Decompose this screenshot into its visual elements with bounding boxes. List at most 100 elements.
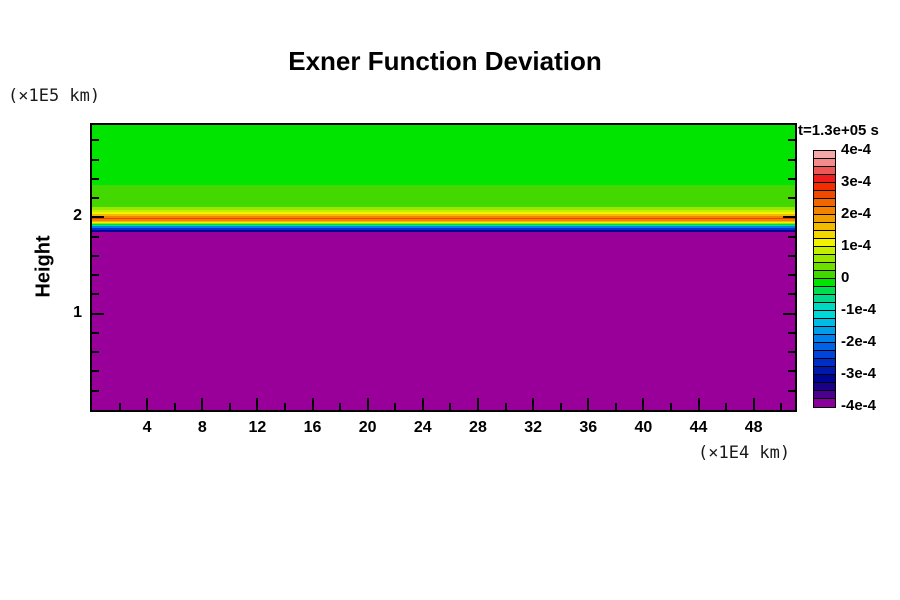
colorbar-segment — [814, 327, 835, 335]
x-tick-label: 32 — [524, 419, 542, 436]
x-axis-tick — [532, 398, 535, 410]
y-axis-tick — [783, 312, 795, 315]
y-axis-tick — [92, 331, 99, 334]
heatmap-band — [92, 229, 795, 232]
colorbar-segment — [814, 151, 835, 159]
heatmap-band — [92, 184, 795, 207]
x-axis-tick — [311, 398, 314, 410]
colorbar-segment — [814, 167, 835, 175]
axis-ticks-layer — [92, 125, 795, 410]
x-axis-tick — [504, 403, 507, 410]
y-axis-tick — [788, 254, 795, 257]
heatmap-band — [92, 125, 795, 185]
colorbar-segment — [814, 287, 835, 295]
y-axis-tick — [788, 331, 795, 334]
y-axis-tick — [788, 293, 795, 296]
colorbar-segment — [814, 223, 835, 231]
x-axis-unit-label: (×1E4 km) — [698, 443, 791, 463]
colorbar-segment — [814, 279, 835, 287]
colorbar-segment — [814, 231, 835, 239]
heatmap-band — [92, 222, 795, 224]
heatmap-band — [92, 231, 795, 410]
y-axis-tick — [788, 351, 795, 354]
x-tick-label: 16 — [303, 419, 322, 436]
x-axis-tick — [614, 403, 617, 410]
x-axis-tick — [283, 403, 286, 410]
y-axis-tick — [92, 235, 99, 238]
colorbar-segment — [814, 271, 835, 279]
y-axis-unit-label: (×1E5 km) — [8, 86, 101, 106]
colorbar-label: 2e-4 — [841, 205, 872, 222]
colorbar-segment — [814, 343, 835, 351]
x-axis-tick — [118, 403, 121, 410]
y-axis-tick — [92, 293, 99, 296]
x-axis-tick — [228, 403, 231, 410]
x-tick-label: 36 — [579, 419, 598, 436]
y-axis-title: Height — [32, 235, 55, 298]
x-axis-tick — [587, 398, 590, 410]
colorbar-label: -4e-4 — [841, 397, 877, 414]
y-axis-tick — [92, 274, 99, 277]
colorbar — [813, 150, 836, 408]
colorbar-label: 0 — [841, 269, 850, 286]
colorbar-segment — [814, 255, 835, 263]
x-axis-tick — [752, 398, 755, 410]
x-tick-label: 20 — [358, 419, 377, 436]
x-axis-tick — [339, 403, 342, 410]
heatmap-band — [92, 226, 795, 229]
x-axis-tick — [642, 398, 645, 410]
heatmap-band — [92, 209, 795, 212]
x-tick-label: 24 — [413, 419, 432, 436]
y-axis-tick — [92, 139, 99, 142]
heatmap-band — [92, 213, 795, 216]
y-axis-tick — [788, 158, 795, 161]
y-axis-tick — [788, 139, 795, 142]
chart-title: Exner Function Deviation — [288, 46, 602, 76]
colorbar-segment — [814, 199, 835, 207]
x-axis-tick — [669, 403, 672, 410]
y-axis-tick — [788, 274, 795, 277]
x-tick-label: 44 — [689, 419, 708, 436]
x-axis-tick — [366, 398, 369, 410]
x-axis-tick — [173, 403, 176, 410]
colorbar-segment — [814, 351, 835, 359]
colorbar-segment — [814, 263, 835, 271]
x-axis-tick — [725, 403, 728, 410]
x-tick-label: 4 — [142, 419, 152, 436]
colorbar-segment — [814, 311, 835, 319]
y-axis-tick — [788, 389, 795, 392]
colorbar-segment — [814, 207, 835, 215]
x-axis-tick — [201, 398, 204, 410]
y-axis-tick — [788, 370, 795, 373]
colorbar-label: 3e-4 — [841, 173, 872, 190]
colorbar-segment — [814, 303, 835, 311]
x-tick-label: 28 — [469, 419, 487, 436]
heatmap-band — [92, 219, 795, 222]
colorbar-label: 1e-4 — [841, 237, 872, 254]
y-axis-tick — [92, 177, 99, 180]
y-tick-label: 1 — [73, 303, 82, 321]
heatmap-band — [92, 215, 795, 219]
heatmap-band — [92, 228, 795, 230]
y-axis-tick — [788, 177, 795, 180]
x-tick-label: 12 — [248, 419, 267, 436]
x-tick-label: 48 — [744, 419, 763, 436]
colorbar-segment — [814, 375, 835, 383]
colorbar-segment — [814, 159, 835, 167]
heatmap-band — [92, 225, 795, 227]
colorbar-segment — [814, 295, 835, 303]
time-label: t=1.3e+05 s — [798, 122, 879, 139]
y-axis-tick — [92, 351, 99, 354]
x-axis-tick — [559, 403, 562, 410]
heatmap-layer — [92, 125, 795, 410]
colorbar-segment — [814, 191, 835, 199]
heatmap-band — [92, 223, 795, 225]
colorbar-label: -2e-4 — [841, 333, 877, 350]
heatmap-band — [92, 206, 795, 210]
y-axis-tick — [783, 216, 795, 219]
x-axis-tick — [146, 398, 149, 410]
heatmap-band — [92, 221, 795, 223]
x-tick-label: 40 — [634, 419, 653, 436]
colorbar-segment — [814, 175, 835, 183]
colorbar-label: -3e-4 — [841, 365, 877, 382]
